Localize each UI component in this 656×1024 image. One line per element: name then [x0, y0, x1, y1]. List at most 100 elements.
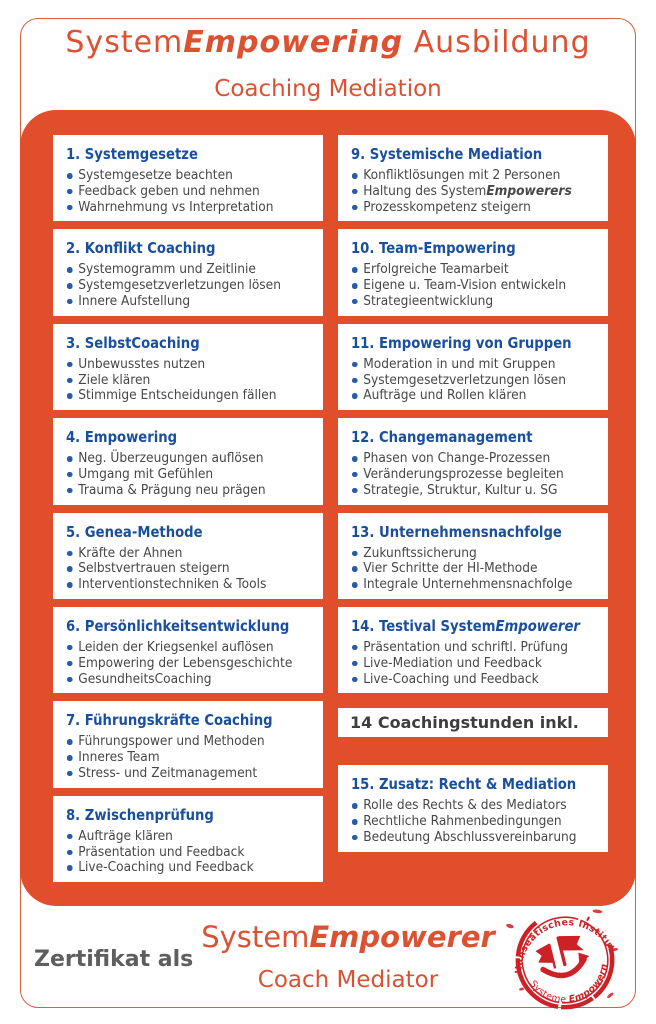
flags-icon: [535, 935, 584, 969]
module-bullet-list: Führungspower und Methoden Inneres Team St…: [66, 734, 317, 781]
text-part: Rechtliche Rahmenbedingungen: [363, 814, 562, 830]
bullet-item: Präsentation und Feedback: [66, 845, 302, 861]
bullet-item: Umgang mit Gefühlen: [66, 467, 302, 483]
bullet-item: Strategie, Struktur, Kultur u. SG: [351, 483, 587, 499]
text-part: Inneres Team: [78, 750, 160, 766]
text-part: Kräfte der Ahnen: [78, 545, 183, 561]
text-part: Live-Coaching und Feedback: [363, 671, 539, 687]
certificate-subtitle: Coach Mediator: [257, 967, 439, 993]
module-bullet-list: Konfliktlösungen mit 2 Personen Haltung d…: [351, 168, 602, 215]
text-part: Empowerer: [309, 920, 495, 954]
module-bullet-list: Moderation in und mit Gruppen Systemgeset…: [351, 357, 602, 404]
certificate-block: SystemEmpowerer Coach Mediator: [148, 920, 548, 994]
module-bullet-list: Rolle des Rechts & des Mediators Rechtlic…: [351, 798, 602, 845]
text-part: Feedback geben und nehmen: [78, 183, 260, 199]
bullet-item: Stimmige Entscheidungen fällen: [66, 388, 302, 404]
certificate-title: SystemEmpowerer: [148, 920, 548, 954]
module-card: 3. SelbstCoaching Unbewusstes nutzen Ziele…: [53, 323, 323, 411]
bullet-item: Phasen von Change-Prozessen: [351, 451, 587, 467]
text-part: Strategie, Struktur, Kultur u. SG: [363, 482, 558, 498]
text-part: Aufträge und Rollen klären: [363, 388, 527, 404]
module-card: 15. Zusatz: Recht & Mediation Rolle des R…: [338, 765, 608, 852]
module-title: 2. Konflikt Coaching: [66, 239, 287, 258]
module-card: 1. Systemgesetze Systemgesetze beachten Fe…: [53, 135, 323, 222]
text-part: 7. Führungskräfte Coaching: [66, 711, 273, 730]
bullet-item: Systemogramm und Zeitlinie: [66, 262, 302, 278]
text-part: Integrale Unternehmensnachfolge: [363, 577, 573, 593]
module-bullet-list: Kräfte der Ahnen Selbstvertrauen steigern…: [66, 546, 317, 593]
text-part: 8. Zwischenprüfung: [66, 805, 214, 824]
text-part: Systemgesetzverletzungen lösen: [78, 278, 281, 294]
text-part: 14 Coachingstunden inkl.: [350, 713, 579, 733]
text-part: Ziele klären: [78, 372, 151, 388]
text-part: Phasen von Change-Prozessen: [363, 451, 551, 467]
text-part: Strategieentwicklung: [363, 293, 494, 309]
module-title: 3. SelbstCoaching: [66, 334, 287, 353]
bullet-item: Veränderungsprozesse begleiten: [351, 467, 587, 483]
poster-header: SystemEmpowering Ausbildung Coaching Med…: [0, 24, 656, 103]
text-part: Systemogramm und Zeitlinie: [78, 262, 256, 278]
module-bullet-list: Präsentation und schriftl. Prüfung Live-M…: [351, 640, 602, 687]
text-part: 13. Unternehmensnachfolge: [351, 522, 562, 541]
bullet-item: Wahrnehmung vs Interpretation: [66, 200, 302, 216]
text-part: Empowerer: [495, 616, 580, 635]
text-part: Prozesskompetenz steigern: [363, 199, 531, 215]
bullet-item: GesundheitsCoaching: [66, 672, 302, 688]
bullet-item: Leiden der Kriegsenkel auflösen: [66, 640, 302, 656]
module-card: 12. Changemanagement Phasen von Change-Pr…: [338, 418, 608, 505]
module-title: 11. Empowering von Gruppen: [351, 334, 572, 353]
text-part: Aufträge klären: [78, 828, 173, 844]
module-card: 11. Empowering von Gruppen Moderation in …: [338, 323, 608, 411]
module-card: 10. Team-Empowering Erfolgreiche Teamarbe…: [338, 229, 608, 316]
bullet-item: Integrale Unternehmensnachfolge: [351, 577, 587, 593]
module-title: 9. Systemische Mediation: [351, 145, 572, 164]
bullet-item: Zukunftssicherung: [351, 546, 587, 562]
module-bullet-list: Systemgesetze beachten Feedback geben und…: [66, 168, 317, 215]
bullet-item: Innere Aufstellung: [66, 294, 302, 310]
certificate-label: Zertifikat als: [34, 947, 194, 972]
text-part: System: [65, 25, 184, 60]
stamp-outer-ring: [515, 910, 615, 1010]
text-part: Stress- und Zeitmanagement: [78, 765, 258, 781]
module-bullet-list: Leiden der Kriegsenkel auflösen Empowerin…: [66, 640, 317, 687]
text-part: 10. Team-Empowering: [351, 239, 516, 258]
smile-arrow-icon: [540, 952, 590, 979]
text-part: 4. Empowering: [66, 428, 178, 447]
program-panel: 1. Systemgesetze Systemgesetze beachten Fe…: [20, 110, 636, 906]
module-title: 5. Genea-Methode: [66, 523, 287, 542]
bullet-item: Moderation in und mit Gruppen: [351, 357, 587, 373]
text-part: 3. SelbstCoaching: [66, 333, 200, 352]
bullet-item: Präsentation und schriftl. Prüfung: [351, 640, 587, 656]
coaching-hours-note: 14 Coachingstunden inkl.: [338, 708, 608, 738]
bullet-item: Erfolgreiche Teamarbeit: [351, 262, 587, 278]
bullet-item: Trauma & Prägung neu prägen: [66, 483, 302, 499]
bullet-item: Führungspower und Methoden: [66, 734, 302, 750]
text-part: Neg. Überzeugungen auflösen: [78, 451, 264, 467]
text-part: Umgang mit Gefühlen: [78, 466, 214, 482]
module-card: 13. Unternehmensnachfolge Zukunftssicheru…: [338, 512, 608, 599]
text-part: Empowering: [183, 25, 404, 60]
text-part: Empowerers: [486, 183, 572, 199]
text-part: Empowering der Lebensgeschichte: [78, 655, 293, 671]
bullet-item: Unbewusstes nutzen: [66, 357, 302, 373]
text-part: Ausbildung: [403, 25, 591, 60]
module-title: 8. Zwischenprüfung: [66, 806, 287, 825]
bullet-item: Systemgesetzverletzungen lösen: [66, 278, 302, 294]
module-bullet-list: Neg. Überzeugungen auflösen Umgang mit Ge…: [66, 451, 317, 498]
bullet-item: Ziele klären: [66, 373, 302, 389]
bullet-item: Systemgesetze beachten: [66, 168, 302, 184]
module-card: 5. Genea-Methode Kräfte der Ahnen Selbstve…: [53, 512, 323, 599]
module-title: 12. Changemanagement: [351, 428, 572, 447]
text-part: Live-Mediation und Feedback: [363, 655, 542, 671]
module-bullet-list: Zukunftssicherung Vier Schritte der HI-Me…: [351, 546, 602, 593]
text-part: 1. Systemgesetze: [66, 145, 198, 163]
text-part: Systemgesetze beachten: [78, 168, 233, 183]
text-part: 12. Changemanagement: [351, 428, 533, 447]
text-part: Zukunftssicherung: [363, 545, 477, 561]
text-part: Leiden der Kriegsenkel auflösen: [78, 639, 274, 655]
module-card: 2. Konflikt Coaching Systemogramm und Zei…: [53, 229, 323, 316]
text-part: Systemgesetzverletzungen lösen: [363, 372, 566, 388]
bullet-item: Konfliktlösungen mit 2 Personen: [351, 168, 587, 184]
bullet-item: Live-Coaching und Feedback: [351, 672, 587, 688]
bullet-item: Empowering der Lebensgeschichte: [66, 656, 302, 672]
